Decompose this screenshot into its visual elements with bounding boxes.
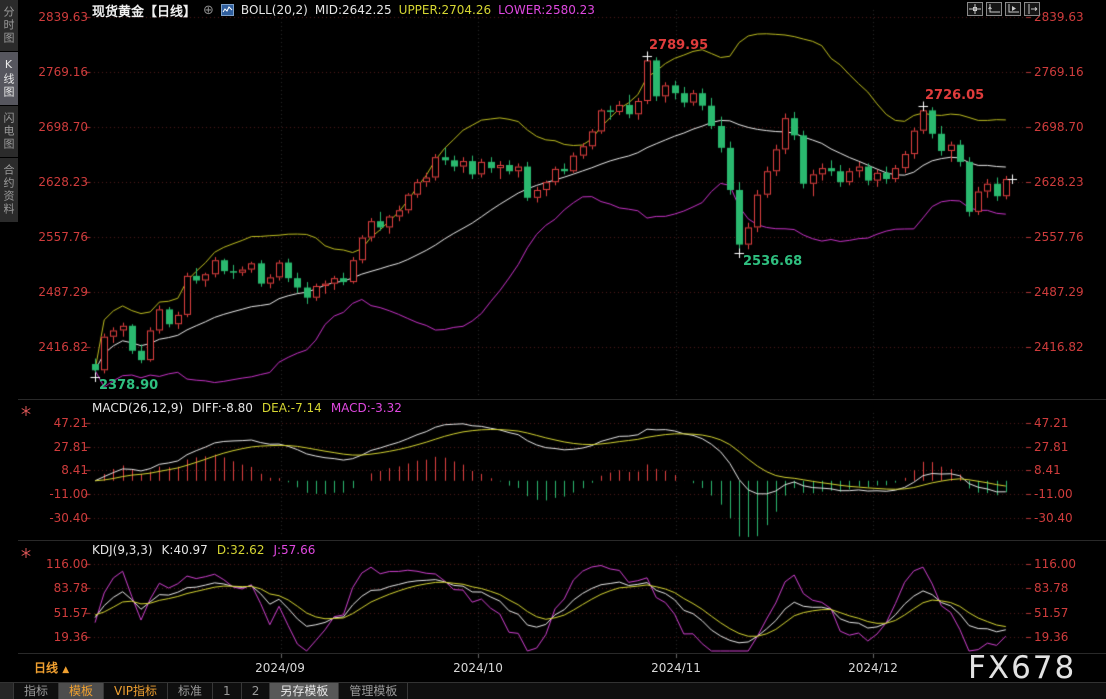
fx678-watermark: FX678 — [968, 650, 1077, 686]
panel-divider — [18, 399, 1106, 400]
chart-toolbar — [967, 2, 1040, 16]
x-axis-label: 2024/09 — [255, 661, 305, 675]
kdj-j-value: J:57.66 — [273, 543, 316, 557]
panel-divider — [18, 540, 1106, 541]
axis-scale-left-icon[interactable] — [986, 2, 1002, 16]
sidebar-tab-contract-info[interactable]: 合约资料 — [0, 158, 18, 222]
kdj-params-label: KDJ(9,3,3) — [92, 543, 153, 557]
boll-indicator-icon[interactable] — [220, 4, 234, 16]
chart-header: 现货黄金【日线】 ⊕ BOLL(20,2) MID:2642.25 UPPER:… — [92, 2, 595, 20]
toolbar-tab-save-template[interactable]: 另存模板 — [270, 683, 340, 699]
kdj-header: KDJ(9,3,3) K:40.97 D:32.62 J:57.66 — [92, 543, 315, 557]
macd-bar-value: MACD:-3.32 — [330, 401, 402, 415]
instrument-title: 现货黄金【日线】 — [92, 4, 197, 20]
x-axis-label: 2024/10 — [453, 661, 503, 675]
sidebar-tab-kline[interactable]: K线图 — [0, 52, 18, 105]
boll-label: BOLL(20,2) — [240, 3, 308, 17]
axis-shift-right-icon[interactable] — [1024, 2, 1040, 16]
boll-mid-value: MID:2642.25 — [314, 3, 392, 17]
bottom-toolbar: 指标 模板 VIP指标 标准 1 2 另存模板 管理模板 — [0, 682, 1106, 699]
boll-lower-value: LOWER:2580.23 — [498, 3, 595, 17]
kdj-d-value: D:32.62 — [216, 543, 265, 557]
kdj-indicator-settings-icon[interactable] — [20, 544, 32, 558]
sidebar-tab-lightning[interactable]: 闪电图 — [0, 106, 18, 157]
period-dropdown-arrow: ▲ — [62, 665, 70, 675]
toolbar-tab-1[interactable]: 1 — [213, 683, 242, 699]
macd-indicator-settings-icon[interactable] — [20, 402, 32, 416]
panel-divider — [18, 653, 1106, 654]
toolbar-tab-2[interactable]: 2 — [242, 683, 271, 699]
macd-dea-value: DEA:-7.14 — [261, 401, 322, 415]
period-label: 日线 — [34, 661, 59, 675]
x-axis-label: 2024/12 — [848, 661, 898, 675]
toolbar-tab-template[interactable]: 模板 — [59, 683, 105, 699]
macd-header: MACD(26,12,9) DIFF:-8.80 DEA:-7.14 MACD:… — [92, 401, 402, 415]
macd-diff-value: DIFF:-8.80 — [192, 401, 253, 415]
boll-upper-value: UPPER:2704.26 — [398, 3, 492, 17]
sidebar-tab-timeshare[interactable]: 分时图 — [0, 0, 18, 51]
macd-params-label: MACD(26,12,9) — [92, 401, 184, 415]
toolbar-tab-manage-template[interactable]: 管理模板 — [339, 683, 409, 699]
add-indicator-icon[interactable]: ⊕ — [203, 2, 214, 18]
toolbar-corner-stub — [0, 683, 14, 699]
sidebar: 分时图 K线图 闪电图 合约资料 — [0, 0, 18, 699]
kdj-k-value: K:40.97 — [161, 543, 208, 557]
toolbar-tab-vip-indicators[interactable]: VIP指标 — [104, 683, 169, 699]
x-axis-label: 2024/11 — [651, 661, 701, 675]
axis-scale-right-icon[interactable] — [1005, 2, 1021, 16]
period-selector[interactable]: 日线 ▲ — [34, 659, 69, 676]
toolbar-tab-indicators[interactable]: 指标 — [14, 683, 60, 699]
crosshair-icon[interactable] — [967, 2, 983, 16]
toolbar-tab-standard[interactable]: 标准 — [168, 683, 214, 699]
